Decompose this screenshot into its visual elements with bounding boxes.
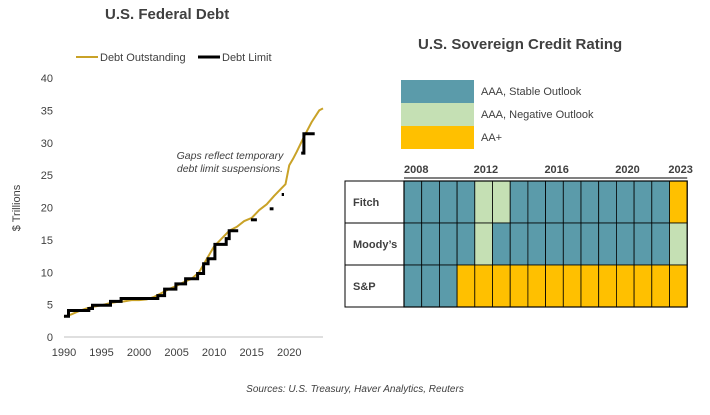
y-tick-label: 10 (41, 267, 53, 279)
x-tick-label: 2015 (239, 347, 263, 359)
rating-cell (474, 222, 493, 266)
rating-cell (456, 264, 476, 308)
y-tick-label: 5 (47, 300, 53, 312)
rating-row-label: Moody’s (353, 239, 397, 251)
legend-label-debt-limit: Debt Limit (222, 52, 272, 64)
debt-limit-line (64, 229, 239, 318)
rating-grid-border (403, 180, 688, 308)
rating-cell (456, 222, 476, 266)
rating-cell (633, 264, 653, 308)
rating-legend-swatch (401, 126, 474, 149)
year-tick-label: 2012 (474, 164, 498, 176)
year-tick-label: 2016 (544, 164, 568, 176)
rating-cell (421, 180, 440, 224)
rating-cell (598, 264, 617, 308)
rating-cell (580, 180, 600, 224)
year-tick-label: 2008 (404, 164, 428, 176)
rating-cell (545, 180, 564, 224)
rating-cell (492, 222, 511, 266)
rating-chart-title: U.S. Sovereign Credit Rating (418, 36, 623, 53)
rating-cell (616, 264, 635, 308)
rating-cell (492, 264, 511, 308)
rating-cell (562, 222, 582, 266)
rating-cell (403, 264, 423, 308)
rating-cell (633, 222, 653, 266)
rating-cell (562, 180, 582, 224)
rating-cell (438, 264, 458, 308)
rating-cell (598, 222, 617, 266)
year-tick-label: 2023 (668, 164, 692, 176)
rating-cell (509, 222, 529, 266)
rating-cell (669, 180, 688, 224)
x-tick-label: 1995 (89, 347, 113, 359)
x-tick-label: 1990 (52, 347, 76, 359)
source-note: Sources: U.S. Treasury, Haver Analytics,… (246, 384, 464, 395)
rating-cell (545, 222, 564, 266)
rating-cell (438, 180, 458, 224)
debt-outstanding-line (63, 107, 324, 318)
rating-cell (438, 222, 458, 266)
rating-cell (598, 180, 617, 224)
x-tick-label: 2000 (127, 347, 151, 359)
rating-cell (527, 180, 547, 224)
rating-row-label: Fitch (353, 197, 380, 209)
x-tick-label: 2005 (164, 347, 188, 359)
rating-cell (616, 180, 635, 224)
y-axis-label: $ Trillions (11, 184, 23, 231)
y-tick-label: 25 (41, 170, 53, 182)
rating-cell (527, 264, 547, 308)
y-tick-label: 15 (41, 235, 53, 247)
rating-cell (616, 222, 635, 266)
legend-label-debt-outstanding: Debt Outstanding (100, 52, 186, 64)
y-tick-label: 40 (41, 73, 53, 85)
rating-cell (669, 264, 688, 308)
chart-annotation: debt limit suspensions. (177, 163, 283, 175)
x-tick-label: 2020 (277, 347, 301, 359)
rating-legend-label: AAA, Negative Outlook (481, 109, 594, 121)
rating-cell (580, 264, 600, 308)
y-tick-label: 20 (41, 203, 53, 215)
rating-cell (509, 264, 529, 308)
y-tick-label: 30 (41, 138, 53, 150)
rating-legend-swatch (401, 80, 474, 103)
chart-annotation: Gaps reflect temporary (177, 150, 285, 162)
rating-cell (456, 180, 476, 224)
rating-cell (421, 264, 440, 308)
rating-legend-swatch (401, 103, 474, 126)
rating-cell (492, 180, 511, 224)
rating-cell (651, 264, 670, 308)
rating-cell (651, 222, 670, 266)
rating-row-label: S&P (353, 281, 376, 293)
rating-cell (651, 180, 670, 224)
rating-cell (403, 180, 423, 224)
rating-cell (562, 264, 582, 308)
debt-limit-line (301, 132, 315, 155)
x-tick-label: 2010 (202, 347, 226, 359)
debt-chart-title: U.S. Federal Debt (105, 6, 230, 23)
rating-cell (545, 264, 564, 308)
rating-cell (474, 180, 493, 224)
y-tick-label: 0 (47, 332, 53, 344)
rating-cell (509, 180, 529, 224)
y-tick-label: 35 (41, 105, 53, 117)
rating-cell (403, 222, 423, 266)
rating-cell (527, 222, 547, 266)
year-tick-label: 2020 (615, 164, 639, 176)
rating-cell (580, 222, 600, 266)
rating-cell (421, 222, 440, 266)
rating-cell (669, 222, 688, 266)
rating-cell (633, 180, 653, 224)
rating-legend-label: AAA, Stable Outlook (481, 86, 582, 98)
rating-legend-label: AA+ (481, 132, 502, 144)
rating-cell (474, 264, 493, 308)
